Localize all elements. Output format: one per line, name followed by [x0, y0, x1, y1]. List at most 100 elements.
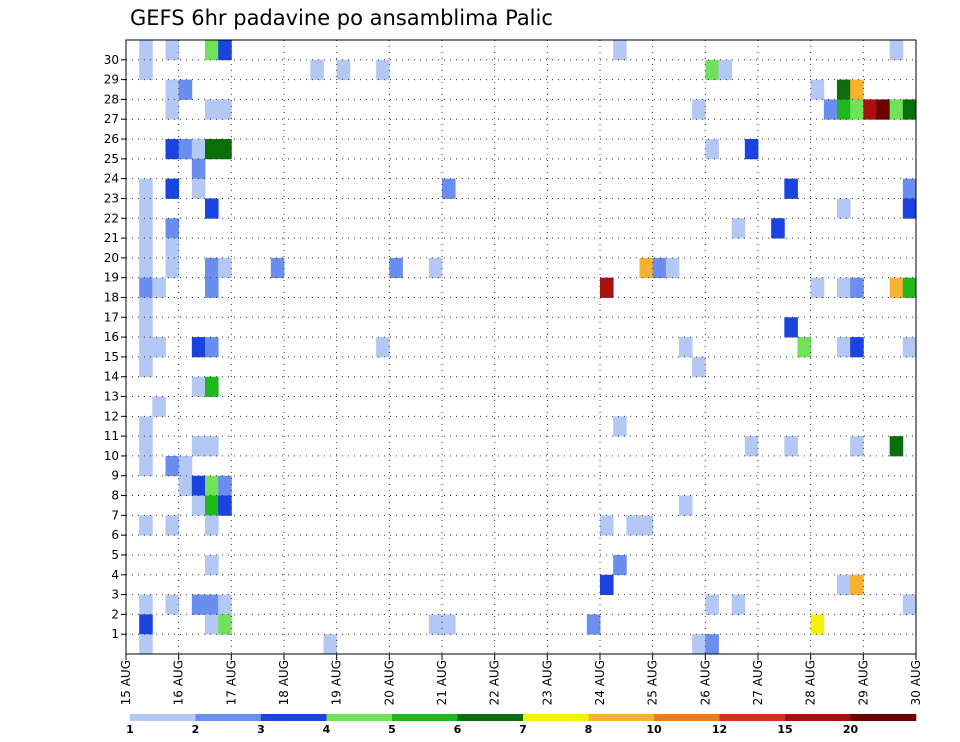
- heatmap-cell: [165, 139, 180, 160]
- heatmap-cell: [376, 337, 390, 358]
- heatmap-cell: [705, 634, 719, 655]
- heatmap-cell: [205, 40, 219, 61]
- colorbar-segment: [654, 714, 720, 721]
- heatmap-cell: [376, 59, 390, 81]
- heatmap-cell: [600, 277, 614, 298]
- y-tick-label: 17: [104, 310, 119, 324]
- heatmap-cell: [205, 515, 219, 536]
- heatmap-cell: [139, 337, 153, 358]
- heatmap-cell: [705, 594, 719, 615]
- heatmap-cell: [152, 396, 166, 417]
- heatmap-cell: [665, 257, 680, 279]
- colorbar-segment: [130, 714, 196, 721]
- heatmap-cell: [191, 337, 206, 358]
- heatmap-cell: [218, 99, 232, 120]
- heatmap-cell: [178, 455, 193, 477]
- heatmap-cell: [718, 59, 733, 81]
- heatmap-cell: [205, 475, 219, 496]
- heatmap-cell: [837, 99, 851, 120]
- heatmap-cell: [850, 574, 864, 595]
- colorbar-label: 5: [388, 723, 396, 736]
- y-tick-label: 1: [111, 627, 119, 641]
- heatmap-cell: [428, 614, 443, 635]
- heatmap-cell: [731, 594, 746, 615]
- heatmap-cell: [165, 257, 180, 279]
- y-tick-label: 14: [104, 370, 119, 384]
- heatmap-cell: [218, 257, 232, 279]
- heatmap-cell: [152, 337, 166, 358]
- colorbar-label: 3: [257, 723, 265, 736]
- heatmap-cell: [205, 257, 219, 279]
- heatmap-cell: [600, 574, 614, 595]
- y-tick-label: 9: [111, 469, 119, 483]
- y-tick-label: 4: [111, 568, 119, 582]
- colorbar-segment: [261, 714, 327, 721]
- heatmap-cell: [837, 277, 851, 298]
- heatmap-cell: [165, 79, 180, 100]
- heatmap-cell: [191, 436, 206, 457]
- heatmap-cell: [205, 337, 219, 358]
- y-tick-label: 12: [104, 409, 119, 423]
- x-tick-label: 27 AUG: [751, 660, 765, 705]
- heatmap-cell: [679, 495, 693, 516]
- heatmap-cell: [442, 178, 456, 199]
- colorbar-segment: [326, 714, 393, 721]
- x-tick-label: 20 AUG: [382, 660, 396, 705]
- y-tick-label: 16: [104, 330, 119, 344]
- heatmap-cell: [428, 257, 443, 279]
- y-tick-label: 5: [111, 548, 119, 562]
- heatmap-cell: [850, 79, 864, 100]
- heatmap-cell: [705, 139, 719, 160]
- heatmap-cell: [902, 178, 917, 199]
- colorbar-label: 1: [126, 723, 134, 736]
- x-tick-label: 25 AUG: [646, 660, 660, 705]
- x-tick-label: 21 AUG: [435, 660, 449, 705]
- chart-title: GEFS 6hr padavine po ansamblima Palic: [130, 6, 553, 30]
- heatmap-cell: [837, 79, 851, 100]
- colorbar-label: 10: [646, 723, 662, 736]
- y-tick-label: 28: [104, 92, 119, 106]
- heatmap-cell: [310, 59, 324, 81]
- heatmap-cell: [205, 554, 219, 576]
- y-tick-label: 27: [104, 112, 119, 126]
- heatmap-cell: [889, 40, 904, 61]
- y-tick-label: 11: [104, 429, 119, 443]
- colorbar-segment: [850, 714, 917, 721]
- heatmap-cell: [139, 257, 153, 279]
- heatmap-cell: [692, 99, 706, 120]
- heatmap-cell: [191, 495, 206, 516]
- x-tick-label: 17 AUG: [224, 660, 238, 705]
- x-tick-label: 15 AUG: [119, 660, 133, 705]
- heatmap-cell: [191, 475, 206, 496]
- heatmap-cell: [218, 495, 232, 516]
- colorbar-label: 4: [323, 723, 331, 736]
- heatmap-cell: [442, 614, 456, 635]
- heatmap-cell: [165, 218, 180, 239]
- heatmap-cell: [139, 594, 153, 615]
- heatmap-cell: [784, 178, 798, 199]
- heatmap-cell: [613, 554, 627, 576]
- y-tick-label: 21: [104, 231, 119, 245]
- heatmap-cell: [165, 515, 180, 536]
- y-tick-label: 10: [104, 449, 119, 463]
- heatmap-cell: [139, 198, 153, 219]
- heatmap-cell: [191, 178, 206, 199]
- colorbar: 1 2 3 4 5 6 7 8 10 12 15 20: [126, 714, 917, 736]
- heatmap-cell: [165, 178, 180, 199]
- heatmap-cell: [139, 297, 153, 318]
- heatmap-cell: [692, 356, 706, 378]
- y-tick-label: 23: [104, 191, 119, 205]
- heatmap-cells: [139, 40, 917, 655]
- heatmap-cell: [191, 594, 206, 615]
- heatmap-cell: [837, 198, 851, 219]
- heatmap-cell: [139, 455, 153, 477]
- heatmap-cell: [679, 337, 693, 358]
- heatmap-cell: [837, 574, 851, 595]
- heatmap-cell: [270, 257, 285, 279]
- heatmap-cell: [139, 436, 153, 457]
- heatmap-cell: [692, 634, 706, 655]
- plot-frame: [125, 39, 917, 655]
- colorbar-segment: [785, 714, 851, 721]
- colorbar-label: 2: [192, 723, 200, 736]
